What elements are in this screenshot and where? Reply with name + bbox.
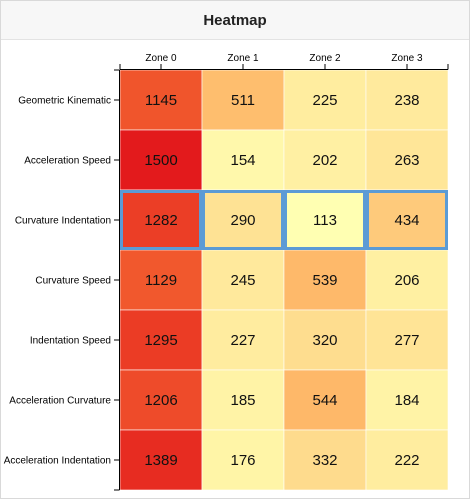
cell-value-label: 1295 [144,332,177,349]
cell-value-label: 263 [394,152,419,169]
cell-value-label: 1389 [144,452,177,469]
highlighted-cell-outline [202,190,284,250]
cell-value-label: 332 [312,452,337,469]
heatmap-cell[interactable] [283,129,367,191]
cell-value-label: 1206 [144,392,177,409]
window-title: Heatmap [203,11,267,29]
x-axis-tick-label: Zone 0 [145,53,177,64]
heatmap-cell[interactable] [283,189,367,251]
cell-value-label: 206 [394,272,419,289]
x-axis-tick-label: Zone 1 [227,53,259,64]
heatmap-cell[interactable] [119,129,203,191]
heatmap-cell[interactable] [283,309,367,371]
cell-value-label: 434 [394,212,419,229]
cell-value-label: 245 [230,272,255,289]
cell-value-label: 202 [312,152,337,169]
x-axis-tick-label: Zone 2 [309,53,341,64]
y-axis-tick-label: Curvature Indentation [15,216,111,227]
heatmap-cell[interactable] [283,369,367,431]
y-axis-tick-label: Acceleration Curvature [9,396,111,407]
heatmap-cell[interactable] [201,429,285,491]
heatmap-cell[interactable] [283,429,367,491]
heatmap-cell[interactable] [201,249,285,311]
highlighted-cell-outline [284,190,366,250]
cell-value-label: 227 [230,332,255,349]
heatmap-cell[interactable] [119,429,203,491]
y-axis-tick-label: Indentation Speed [30,336,111,347]
heatmap-cell[interactable] [201,129,285,191]
cell-value-label: 176 [230,452,255,469]
heatmap-cell[interactable] [119,309,203,371]
cell-value-label: 154 [230,152,255,169]
heatmap-cell[interactable] [201,309,285,371]
cell-value-label: 290 [230,212,255,229]
heatmap-cell[interactable] [201,369,285,431]
cell-value-label: 185 [230,392,255,409]
heatmap-cell[interactable] [365,309,449,371]
heatmap-cell[interactable] [365,369,449,431]
y-axis-tick-label: Curvature Speed [35,276,111,287]
cell-value-label: 277 [394,332,419,349]
highlighted-cell-outline [120,190,202,250]
cell-value-label: 184 [394,392,419,409]
heatmap-cell[interactable] [365,429,449,491]
heatmap-cell[interactable] [365,249,449,311]
highlighted-cell-outline [366,190,448,250]
cell-value-label: 1145 [145,92,177,109]
cell-value-label: 222 [394,452,419,469]
heatmap-cell[interactable] [119,189,203,251]
window-titlebar: Heatmap [1,1,469,40]
y-axis-tick-label: Acceleration Indentation [4,456,111,467]
cell-value-label: 1282 [144,212,177,229]
heatmap-cell[interactable] [365,129,449,191]
y-axis-tick-label: Acceleration Speed [24,156,111,167]
heatmap-cell[interactable] [119,69,203,131]
cell-value-label: 113 [313,212,337,229]
y-axis-tick-label: Geometric Kinematic [18,96,111,107]
cell-value-label: 544 [312,392,337,409]
cell-value-label: 320 [312,332,337,349]
cell-value-label: 238 [394,92,419,109]
cell-value-label: 511 [231,92,255,109]
heatmap-cell[interactable] [283,249,367,311]
cell-value-label: 539 [312,272,337,289]
cell-value-label: 1129 [145,272,177,289]
cell-value-label: 225 [312,92,337,109]
x-axis-tick-label: Zone 3 [391,53,423,64]
cell-value-label: 1500 [144,152,177,169]
heatmap-cell[interactable] [201,189,285,251]
